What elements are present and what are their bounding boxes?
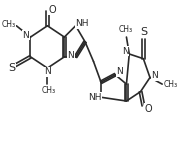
Text: N: N bbox=[67, 51, 74, 60]
Text: O: O bbox=[144, 104, 152, 114]
Text: NH: NH bbox=[88, 93, 101, 102]
Text: CH₃: CH₃ bbox=[41, 86, 55, 95]
Text: N: N bbox=[22, 31, 29, 40]
Text: CH₃: CH₃ bbox=[164, 80, 178, 89]
Text: S: S bbox=[140, 27, 147, 37]
Text: O: O bbox=[48, 5, 56, 15]
Text: S: S bbox=[8, 63, 15, 73]
Text: N: N bbox=[122, 47, 129, 56]
Text: CH₃: CH₃ bbox=[2, 20, 16, 29]
Text: N: N bbox=[44, 67, 51, 76]
Text: N: N bbox=[151, 71, 158, 80]
Text: CH₃: CH₃ bbox=[118, 25, 133, 34]
Text: N: N bbox=[117, 67, 123, 76]
Text: NH: NH bbox=[76, 19, 89, 28]
